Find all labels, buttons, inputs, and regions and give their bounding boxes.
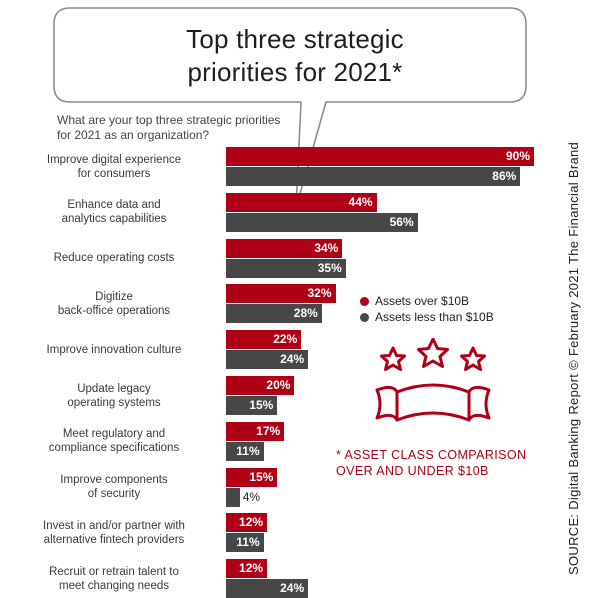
legend-label-over-10b: Assets over $10B [375, 294, 470, 308]
category-label-line: operating systems [67, 396, 161, 409]
category-label: Improve innovation culture [14, 343, 214, 357]
survey-question-line-1: What are your top three strategic priori… [57, 113, 281, 127]
three-stars-ribbon-icon [375, 338, 491, 422]
data-label: 15% [249, 398, 274, 412]
bar-assets-over-10b [226, 513, 268, 533]
category-label-line: Meet regulatory and [62, 428, 166, 441]
bar-assets-less-than-10b [226, 258, 346, 278]
category-label: Improve digital experience for consumers [14, 153, 214, 181]
bar-assets-over-10b [226, 330, 302, 350]
bar-assets-less-than-10b [226, 304, 322, 324]
bar-assets-over-10b [226, 238, 343, 258]
data-label: 24% [280, 352, 305, 367]
category-label-line: Improve digital experience [46, 153, 182, 166]
category-label-line: for consumers [77, 167, 151, 180]
data-label: 12% [239, 561, 264, 576]
data-label: 20% [266, 378, 291, 392]
data-label: 11% [236, 443, 260, 458]
legend-label-under-10b: Assets less than $10B [375, 310, 494, 324]
category-label-line: Digitize [95, 290, 133, 303]
bar-assets-less-than-10b [226, 441, 264, 461]
data-label: 44% [348, 194, 373, 209]
category-label-line: Improve components [60, 474, 168, 487]
bar-assets-less-than-10b [226, 487, 240, 507]
legend-item-under-10b: Assets less than $10B [360, 310, 494, 324]
bar-assets-less-than-10b [226, 533, 264, 553]
bar-assets-over-10b [226, 467, 278, 487]
category-label-line: Improve innovation culture [46, 343, 182, 356]
data-label: 34% [314, 240, 339, 255]
bar-assets-over-10b [226, 421, 285, 441]
data-label: 35% [317, 260, 342, 275]
bar-assets-over-10b [226, 376, 295, 395]
category-label-line: of security [87, 488, 141, 501]
category-label-line: Reduce operating costs [53, 252, 175, 265]
data-label: 56% [389, 214, 414, 229]
data-label: 32% [307, 286, 332, 301]
legend-swatch-gray [360, 312, 369, 322]
category-label-line: back-office operations [57, 304, 171, 317]
data-label: 4% [242, 489, 261, 504]
category-label: Recruit or retrain talent to meet changin… [14, 565, 214, 593]
data-label: 24% [280, 581, 305, 596]
chart-title-line-1: Top three strategic [186, 24, 404, 54]
data-label: 17% [256, 423, 281, 438]
category-label-line: meet changing needs [59, 579, 169, 592]
asset-class-note: * ASSET CLASS COMPARISON OVER AND UNDER … [336, 447, 536, 479]
bar-assets-less-than-10b [226, 167, 521, 186]
bar-assets-less-than-10b [226, 350, 309, 370]
data-label: 12% [239, 515, 264, 530]
asset-class-note-line-2: OVER AND UNDER $10B [336, 464, 489, 478]
category-label: Invest in and/or partner with alternative… [14, 519, 214, 547]
category-label: Reduce operating costs [14, 251, 214, 265]
bar-assets-over-10b [226, 147, 534, 166]
category-label-line: Recruit or retrain talent to [49, 565, 179, 578]
data-label: 28% [293, 306, 318, 321]
bar-assets-less-than-10b [226, 579, 309, 598]
data-label: 90% [505, 149, 530, 163]
legend-item-over-10b: Assets over $10B [360, 294, 469, 308]
category-label: Enhance data and analytics capabilities [14, 198, 214, 226]
category-label-line: analytics capabilities [61, 213, 167, 226]
bar-assets-less-than-10b [226, 396, 278, 415]
category-label-line: compliance specifications [48, 442, 180, 455]
legend-swatch-red [360, 296, 369, 306]
data-label: 22% [273, 332, 298, 347]
category-label: Improve components of security [14, 473, 214, 501]
bar-assets-over-10b [226, 559, 268, 579]
category-label-line: Enhance data and [67, 199, 161, 212]
category-label: Update legacy operating systems [14, 382, 214, 410]
survey-question: What are your top three strategic priori… [57, 113, 317, 143]
data-label: 11% [236, 535, 260, 550]
category-label: Digitize back-office operations [14, 290, 214, 318]
category-label-line: Update legacy [77, 382, 151, 395]
category-label-line: alternative fintech providers [43, 533, 185, 546]
bar-assets-over-10b [226, 284, 336, 304]
category-label-line: Invest in and/or partner with [43, 519, 185, 532]
source-credit: SOURCE: Digital Banking Report © Februar… [566, 141, 581, 575]
survey-question-line-2: for 2021 as an organization? [57, 128, 210, 142]
data-label: 15% [249, 469, 274, 484]
chart-title-line-2: priorities for 2021* [187, 57, 403, 87]
category-label: Meet regulatory and compliance specificat… [14, 427, 214, 455]
data-label: 86% [492, 169, 517, 183]
bar-assets-less-than-10b [226, 212, 418, 232]
asset-class-note-line-1: * ASSET CLASS COMPARISON [336, 448, 527, 462]
bar-assets-over-10b [226, 192, 377, 212]
